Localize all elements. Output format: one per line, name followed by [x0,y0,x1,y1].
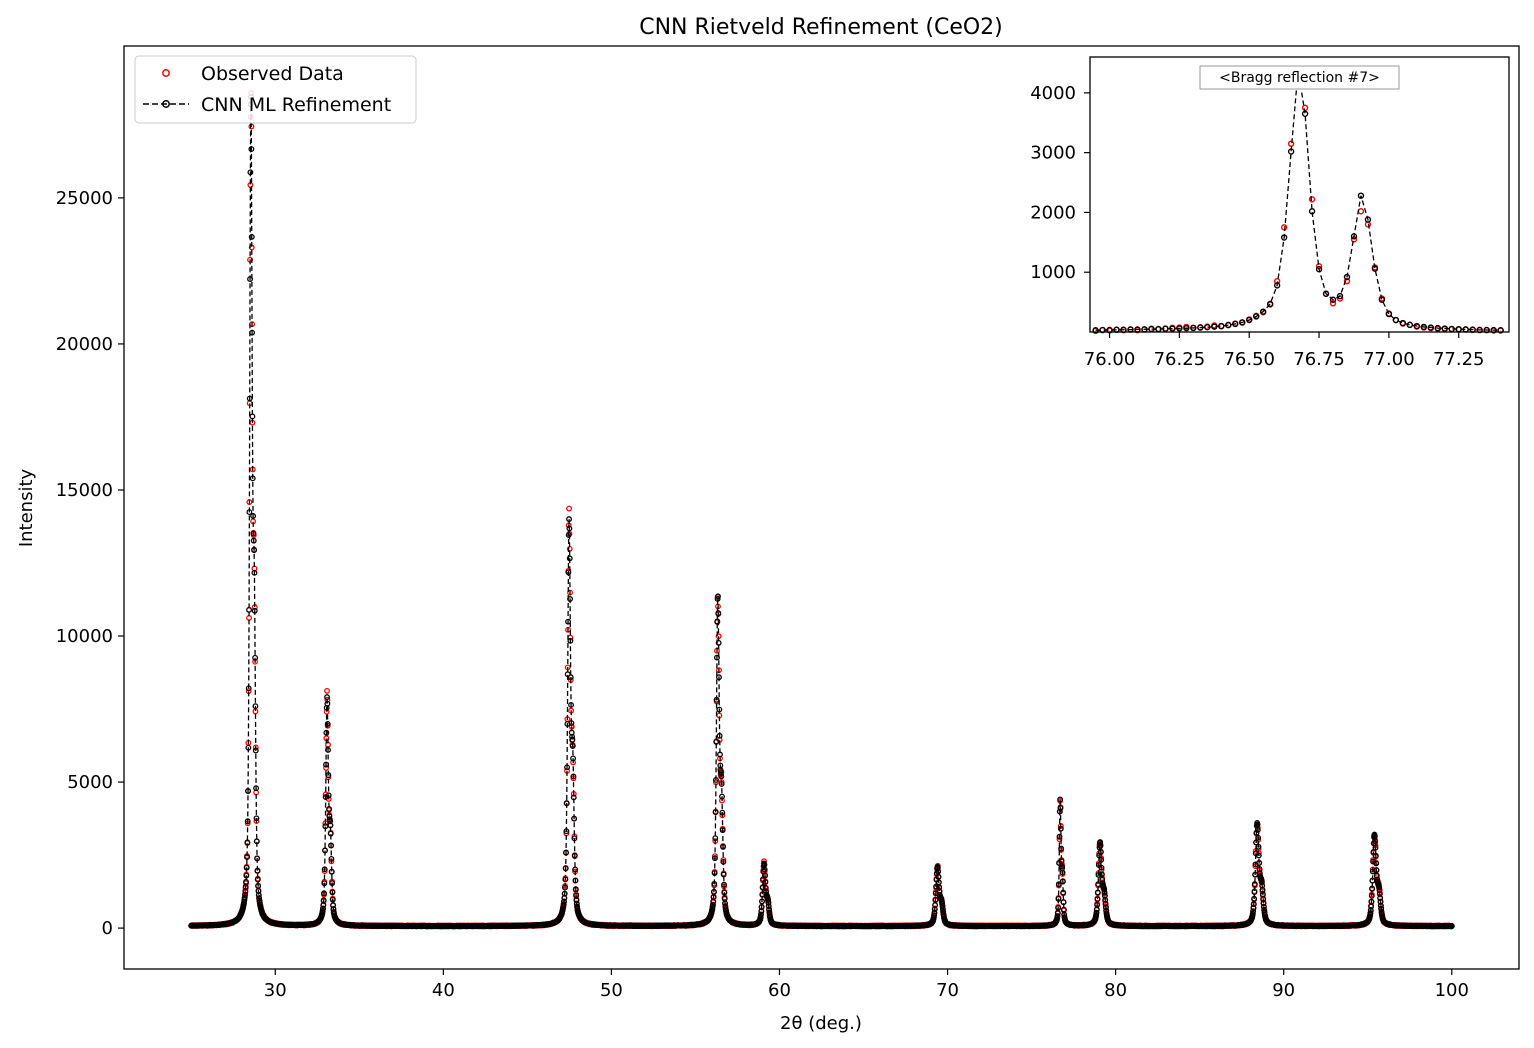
observed-point [566,505,573,512]
main-series-layer [188,89,1455,930]
chart-title: CNN Rietveld Refinement (CeO2) [639,15,1003,40]
observed-point [324,687,330,694]
